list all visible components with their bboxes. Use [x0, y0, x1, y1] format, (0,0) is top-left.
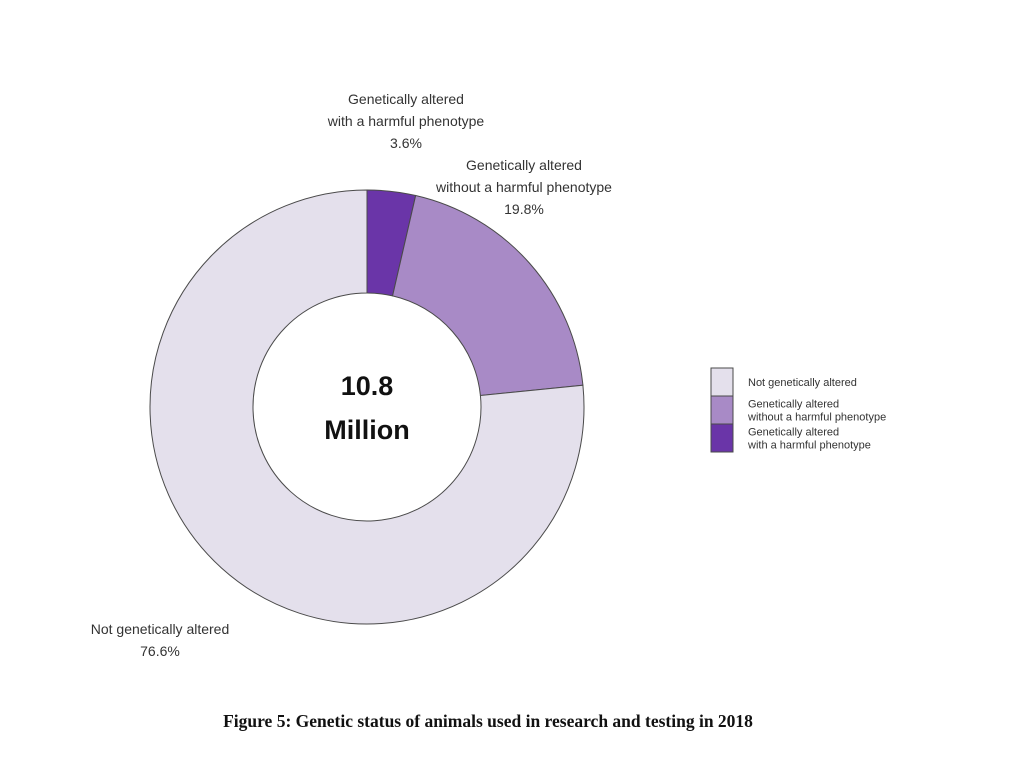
slice-label-not: Not genetically altered [91, 621, 230, 637]
legend-swatch [710, 367, 734, 397]
center-text-line: Million [324, 415, 409, 445]
donut-slices [149, 189, 585, 625]
slice-value-without: 19.8% [504, 201, 544, 217]
center-text-line: 10.8 [341, 371, 394, 401]
legend-label: Genetically altered [748, 399, 839, 411]
legend-label: without a harmful phenotype [747, 412, 886, 424]
legend-swatch [710, 395, 734, 425]
center-label: 10.8 Million [324, 371, 409, 445]
figure-caption: Figure 5: Genetic status of animals used… [223, 711, 753, 731]
legend-swatch [710, 423, 734, 453]
slice-without [391, 194, 584, 397]
slice-labels: Genetically altered with a harmful phenot… [91, 91, 612, 659]
slice-value-harmful: 3.6% [390, 135, 422, 151]
slice-label-without: Genetically altered [466, 157, 582, 173]
slice-label-harmful: Genetically altered [348, 91, 464, 107]
slice-label-harmful: with a harmful phenotype [327, 113, 485, 129]
legend-label: Genetically altered [748, 427, 839, 439]
legend: Not genetically altered Genetically alter… [710, 367, 886, 453]
legend-label: Not genetically altered [748, 377, 857, 389]
slice-label-without: without a harmful phenotype [435, 179, 612, 195]
slice-value-not: 76.6% [140, 643, 180, 659]
slice-not [149, 189, 585, 625]
legend-label: with a harmful phenotype [747, 440, 871, 452]
